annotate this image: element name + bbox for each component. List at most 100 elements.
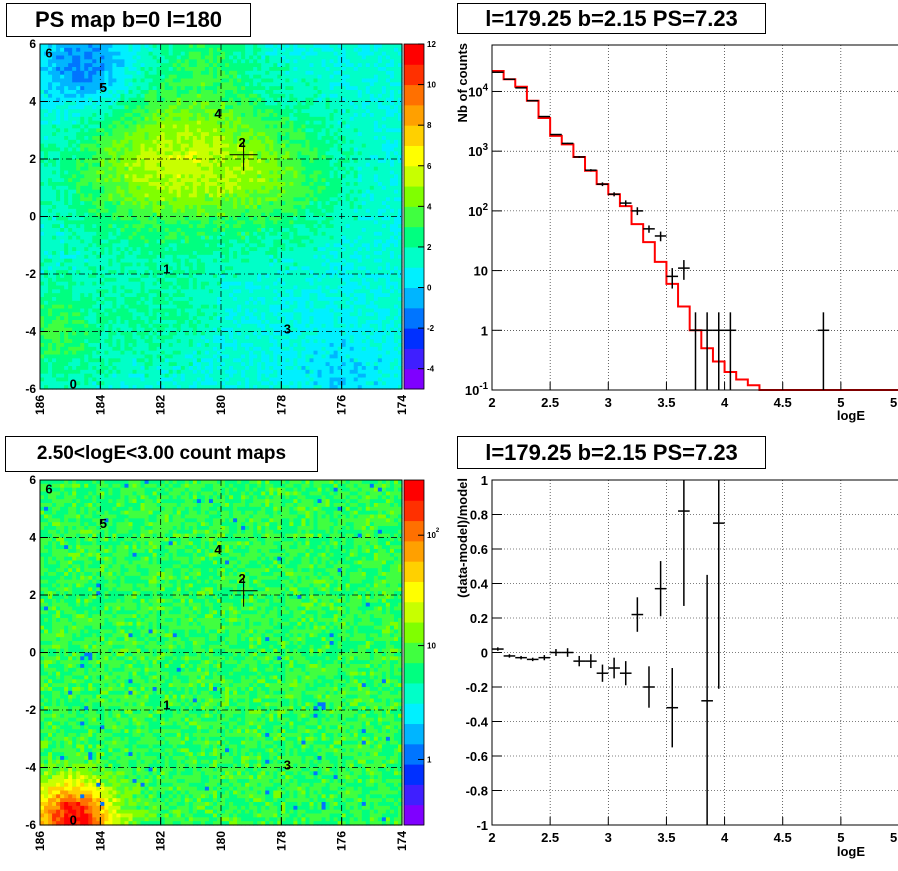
spectrum-x-tick-label: 5 xyxy=(837,395,844,410)
tl-x-tick-label: 180 xyxy=(214,395,228,415)
residual-x-tick-label: 3.5 xyxy=(657,830,675,845)
bl-source-label: 3 xyxy=(284,758,291,773)
residual-x-tick-label: 3 xyxy=(605,830,612,845)
tl-colorbar-bin xyxy=(404,226,424,248)
residual-y-tick-label: -0.4 xyxy=(466,715,489,730)
tl-y-tick-label: -6 xyxy=(25,382,36,396)
bl-colorbar-bin xyxy=(404,723,424,745)
spectrum-x-tick-label: 3 xyxy=(605,395,612,410)
bl-colorbar-bin xyxy=(404,601,424,623)
bl-y-tick-label: 6 xyxy=(29,473,36,487)
residual-panel: 2 2.5 3 3.5 4 4.5 5 5.5 -1 -0.8 -0.6 -0.4 -0.2 0 0.2 0.… xyxy=(455,473,898,859)
spectrum-panel: 2 2.5 3 3.5 4 4.5 5 5.5 10-1 1 10 102 103 104 logE Nb o… xyxy=(455,43,898,423)
bl-source-label: 2 xyxy=(238,571,245,586)
spectrum-x-tick-label: 4.5 xyxy=(774,395,792,410)
bl-colorbar-bin xyxy=(404,581,424,603)
tl-colorbar-frame xyxy=(403,43,425,390)
residual-y-tick-label: 0.6 xyxy=(470,542,488,557)
tl-colorbar-label: 6 xyxy=(427,162,432,171)
tl-x-tick-label: 184 xyxy=(93,395,107,415)
ps-map-title: PS map b=0 l=180 xyxy=(6,3,251,37)
tl-y-tick-label: -2 xyxy=(25,267,36,281)
bl-source-label: 6 xyxy=(45,482,52,497)
bl-colorbar-bin xyxy=(404,662,424,684)
bl-colorbar-bin xyxy=(404,784,424,806)
bl-source-label: 5 xyxy=(100,516,107,531)
tl-colorbar-label: 10 xyxy=(427,81,436,90)
tl-source-label: 1 xyxy=(163,261,170,276)
tl-colorbar-bin xyxy=(404,267,424,289)
bl-y-tick-label: -6 xyxy=(25,818,36,832)
spectrum-y-tick-label: 103 xyxy=(468,142,488,159)
tl-y-tick-label: 0 xyxy=(29,210,36,224)
bl-y-tick-label: 0 xyxy=(29,646,36,660)
spectrum-title: l=179.25 b=2.15 PS=7.23 xyxy=(457,3,766,34)
tl-colorbar-bin xyxy=(404,348,424,370)
spectrum-x-tick-label: 5.5 xyxy=(890,395,898,410)
tl-colorbar-label: 12 xyxy=(427,40,436,49)
bl-colorbar-label: 10 xyxy=(427,642,436,651)
bl-source-label: 4 xyxy=(214,542,222,557)
tl-source-label: 3 xyxy=(284,322,291,337)
bl-colorbar-bin xyxy=(404,622,424,643)
tl-source-label: 6 xyxy=(45,46,52,61)
residual-x-tick-label: 2 xyxy=(488,830,495,845)
spectrum-x-tick-label: 4 xyxy=(721,395,729,410)
bl-y-tick-label: 4 xyxy=(29,531,36,545)
tl-source-label: 0 xyxy=(70,376,77,391)
bl-colorbar-bin xyxy=(404,804,424,826)
spectrum-y-axis-label: Nb of counts xyxy=(455,43,470,122)
spectrum-x-tick-label: 3.5 xyxy=(657,395,675,410)
residual-x-tick-label: 5.5 xyxy=(890,830,898,845)
bl-x-tick-label: 182 xyxy=(154,831,168,851)
spectrum-y-tick-label: 10-1 xyxy=(465,381,489,398)
residual-y-tick-label: 0.4 xyxy=(470,577,489,592)
residual-x-tick-label: 4 xyxy=(721,830,729,845)
bl-source-label: 1 xyxy=(163,697,170,712)
tl-colorbar-bin xyxy=(404,287,424,309)
tl-colorbar-bin xyxy=(404,328,424,349)
bl-colorbar-bin xyxy=(404,480,424,501)
bl-x-tick-label: 174 xyxy=(395,831,409,851)
bl-colorbar-bin xyxy=(404,743,424,765)
tl-source-label: 4 xyxy=(214,106,222,121)
spectrum-x-tick-label: 2 xyxy=(488,395,495,410)
residual-x-axis-label: logE xyxy=(837,844,865,859)
bl-colorbar-frame xyxy=(403,479,425,826)
residual-x-tick-label: 2.5 xyxy=(541,830,559,845)
residual-y-tick-label: -0.8 xyxy=(466,784,488,799)
spectrum-x-tick-label: 2.5 xyxy=(541,395,559,410)
tl-colorbar-bin xyxy=(404,186,424,207)
tl-colorbar-label: -2 xyxy=(427,324,435,333)
bl-colorbar-label: 102 xyxy=(427,528,440,540)
tl-y-tick-label: -4 xyxy=(25,325,36,339)
bl-source-label: 0 xyxy=(70,812,77,827)
tl-colorbar-label: -4 xyxy=(427,365,435,374)
residual-y-axis-label: (data-model)/model xyxy=(455,478,470,598)
tl-colorbar-bin xyxy=(404,307,424,329)
bl-x-tick-label: 178 xyxy=(274,831,288,851)
spectrum-y-tick-label: 104 xyxy=(468,82,488,99)
tl-colorbar-bin xyxy=(404,104,424,126)
bl-x-tick-label: 176 xyxy=(335,831,349,851)
residual-y-tick-label: -0.2 xyxy=(466,680,488,695)
bl-colorbar-bin xyxy=(404,520,424,542)
bl-colorbar-bin xyxy=(404,682,424,704)
tl-source-label: 2 xyxy=(238,135,245,150)
bl-x-tick-label: 180 xyxy=(214,831,228,851)
tl-colorbar-bin xyxy=(404,145,424,167)
bl-colorbar-bin xyxy=(404,703,424,725)
count-map-title: 2.50<logE<3.00 count maps xyxy=(5,436,318,472)
tl-source-label: 5 xyxy=(100,80,107,95)
residual-y-tick-label: 0.2 xyxy=(470,611,488,626)
bl-y-tick-label: 2 xyxy=(29,588,36,602)
residual-y-tick-label: 0 xyxy=(481,646,488,661)
bl-colorbar-label: 1 xyxy=(427,755,432,764)
tl-x-tick-label: 182 xyxy=(154,395,168,415)
spectrum-x-axis-label: logE xyxy=(837,408,865,423)
residual-y-tick-label: -0.6 xyxy=(466,749,488,764)
tl-colorbar-label: 4 xyxy=(427,202,432,211)
bl-colorbar-bin xyxy=(404,561,424,582)
tl-x-tick-label: 178 xyxy=(274,395,288,415)
tl-colorbar-bin xyxy=(404,368,424,390)
